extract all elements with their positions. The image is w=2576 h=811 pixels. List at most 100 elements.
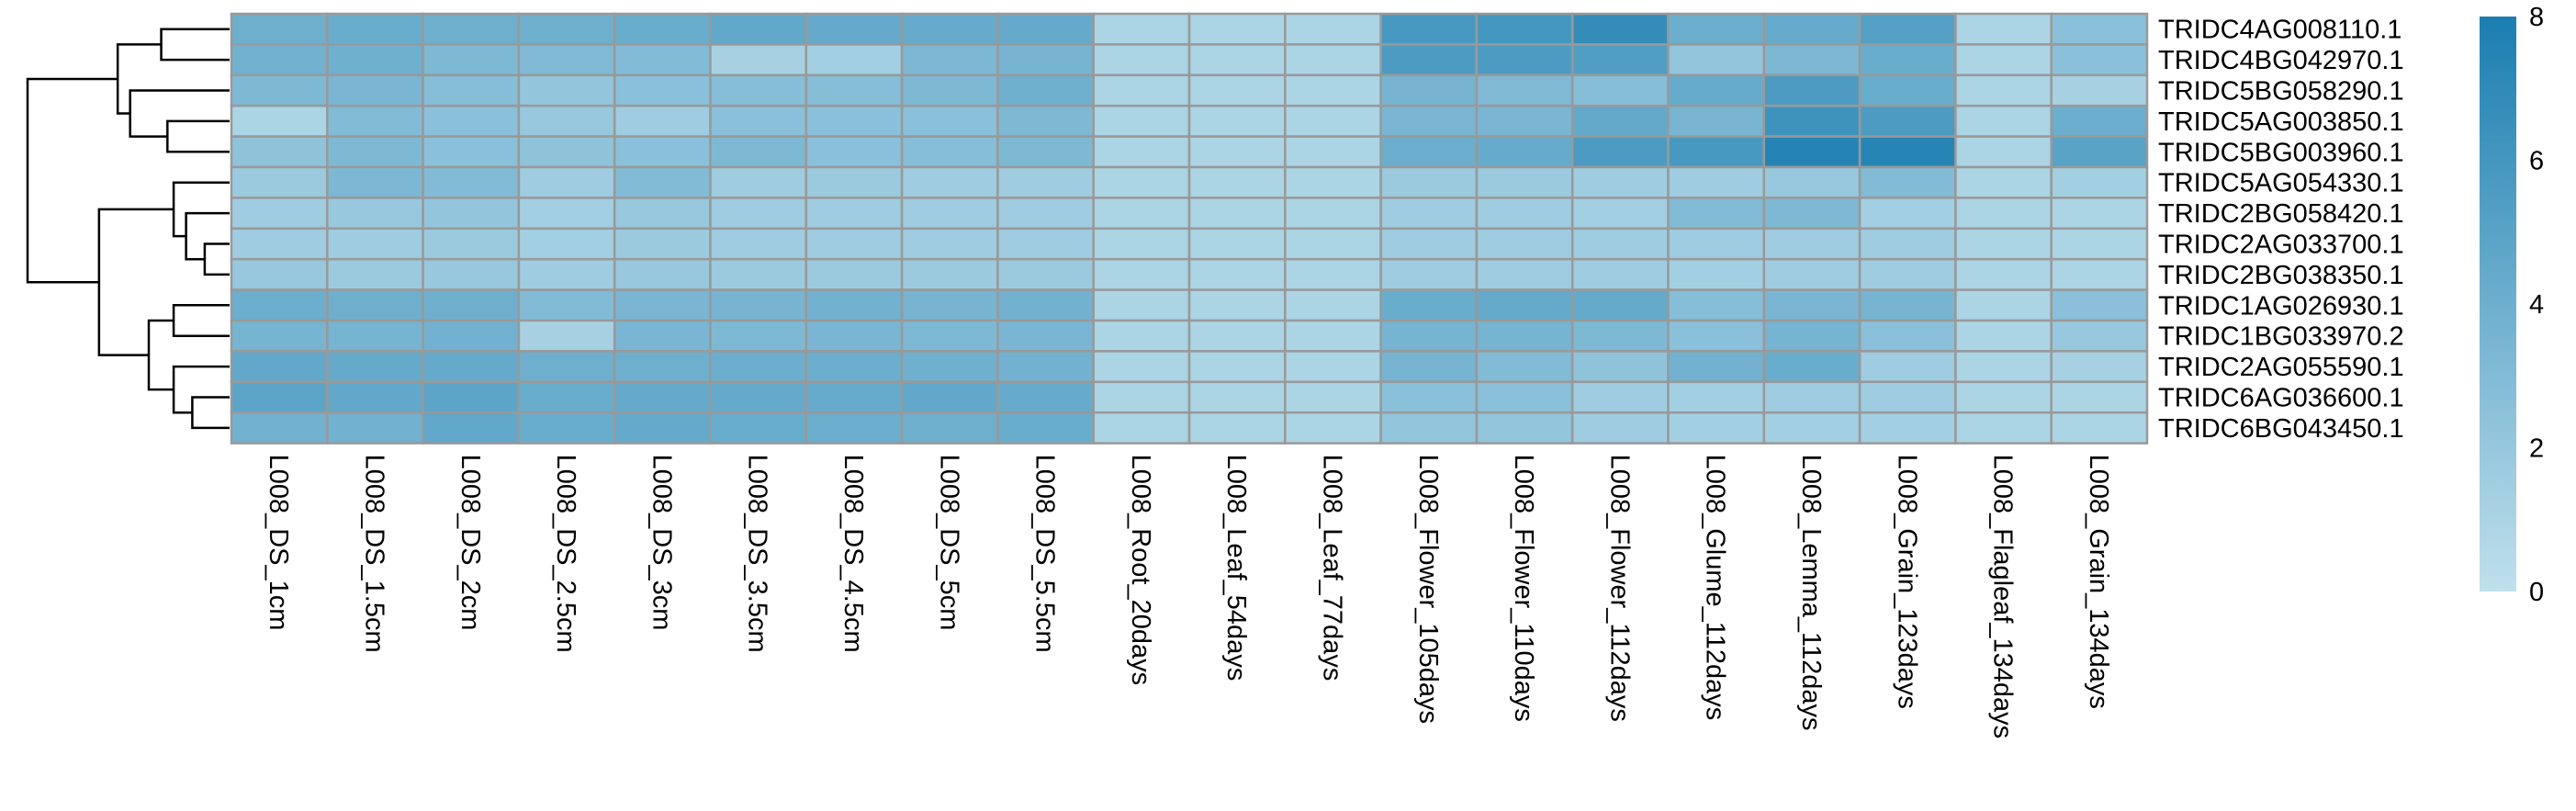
heatmap-cell [1762, 135, 1862, 169]
heatmap-cell [613, 227, 712, 261]
heatmap-cell [1858, 73, 1957, 107]
heatmap-cell [613, 350, 712, 384]
heatmap-cell [996, 257, 1095, 291]
dendrogram-branch [116, 43, 162, 115]
heatmap-cell [709, 227, 808, 261]
row-label: TRIDC4BG042970.1 [2158, 46, 2404, 75]
heatmap-cell [1954, 43, 2053, 77]
legend-tick-label: 2 [2529, 434, 2544, 464]
heatmap-cell [1954, 257, 2053, 291]
heatmap-cell [1475, 257, 1574, 291]
heatmap-cell [1092, 257, 1191, 291]
heatmap-cell [1954, 411, 2053, 445]
heatmap-cell [1762, 43, 1862, 77]
heatmap-cell [517, 380, 616, 414]
heatmap-cell [804, 104, 904, 138]
heatmap-cell [1667, 12, 1766, 46]
row-label: TRIDC1AG026930.1 [2158, 291, 2404, 321]
heatmap-cell [1475, 104, 1574, 138]
heatmap-cell [517, 197, 616, 231]
heatmap-cell [900, 227, 999, 261]
dendrogram-branch [203, 242, 230, 276]
heatmap-cell [1284, 350, 1382, 384]
heatmap-cell [230, 257, 329, 291]
column-label: L008_DS_1cm [264, 455, 293, 631]
heatmap-cell [613, 411, 712, 445]
heatmap-cell [1475, 73, 1574, 107]
heatmap-cell [996, 197, 1095, 231]
heatmap-cell [1187, 197, 1287, 231]
heatmap-cell [804, 380, 904, 414]
heatmap-cell [1379, 350, 1479, 384]
heatmap-cell [709, 135, 808, 169]
heatmap-cell [1762, 411, 1862, 445]
column-label: L008_Lemma_112days [1796, 455, 1826, 731]
heatmap-cell [1475, 135, 1574, 169]
row-label: TRIDC2BG058420.1 [2158, 199, 2404, 229]
column-label: L008_DS_2cm [456, 455, 485, 631]
heatmap-cell [1762, 165, 1862, 199]
heatmap-cell [326, 73, 424, 107]
heatmap-cell [1954, 380, 2053, 414]
heatmap-cell [326, 165, 424, 199]
heatmap-cell [1858, 12, 1957, 46]
heatmap-cell [709, 288, 808, 322]
heatmap-cell [326, 227, 424, 261]
heatmap-cell [1092, 227, 1191, 261]
heatmap-cell [1284, 12, 1382, 46]
heatmap-cell [1762, 350, 1862, 384]
heatmap-cell [422, 73, 521, 107]
heatmap-cell [1284, 227, 1382, 261]
heatmap-cell [1187, 411, 1287, 445]
column-labels: L008_DS_1cm L008_DS_1.5cm L008_DS_2cm L008_… [264, 455, 2113, 739]
row-label: TRIDC5BG058290.1 [2158, 77, 2404, 107]
heatmap-cell [230, 135, 329, 169]
heatmap-cell [230, 197, 329, 231]
heatmap-cell [230, 411, 329, 445]
heatmap-cell [996, 135, 1095, 169]
heatmap-cell [709, 319, 808, 353]
heatmap-cell [1475, 197, 1574, 231]
heatmap-cell [422, 380, 521, 414]
row-label: TRIDC2AG055590.1 [2158, 353, 2404, 382]
heatmap-cell [613, 319, 712, 353]
heatmap-cell [1570, 104, 1670, 138]
column-label: L008_Flower_110days [1509, 455, 1538, 722]
dendrogram-branch [172, 304, 230, 337]
heatmap-cell [1092, 165, 1191, 199]
column-label: L008_DS_4.5cm [838, 455, 868, 653]
heatmap-cell [996, 319, 1095, 353]
heatmap-cell [517, 73, 616, 107]
heatmap-cell [2050, 411, 2149, 445]
heatmap-cell [517, 411, 616, 445]
heatmap-cell [1667, 319, 1766, 353]
heatmap-cell [326, 350, 424, 384]
heatmap-cell [804, 73, 904, 107]
heatmap-cells [230, 12, 2149, 445]
heatmap-cell [517, 319, 616, 353]
dendrogram-branch [172, 181, 230, 238]
heatmap-cell [1667, 380, 1766, 414]
heatmap-cell [1954, 227, 2053, 261]
heatmap-cell [1954, 73, 2053, 107]
heatmap-cell [517, 135, 616, 169]
heatmap-cell [1092, 380, 1191, 414]
heatmap-cell [1667, 135, 1766, 169]
heatmap-cell [1954, 350, 2053, 384]
heatmap-cell [1187, 257, 1287, 291]
heatmap-cell [2050, 380, 2149, 414]
column-label: L008_Flower_112days [1604, 455, 1634, 722]
column-label: L008_DS_3.5cm [743, 455, 772, 653]
heatmap-cell [1475, 12, 1574, 46]
heatmap-cell [517, 165, 616, 199]
heatmap-cell [1667, 350, 1766, 384]
heatmap-cell [2050, 350, 2149, 384]
row-label: TRIDC6BG043450.1 [2158, 414, 2404, 444]
heatmap-cell [1667, 257, 1766, 291]
heatmap-cell [1667, 104, 1766, 138]
heatmap-cell [1858, 135, 1957, 169]
heatmap-cell [422, 12, 521, 46]
heatmap-cell [900, 288, 999, 322]
heatmap-cell [1570, 165, 1670, 199]
